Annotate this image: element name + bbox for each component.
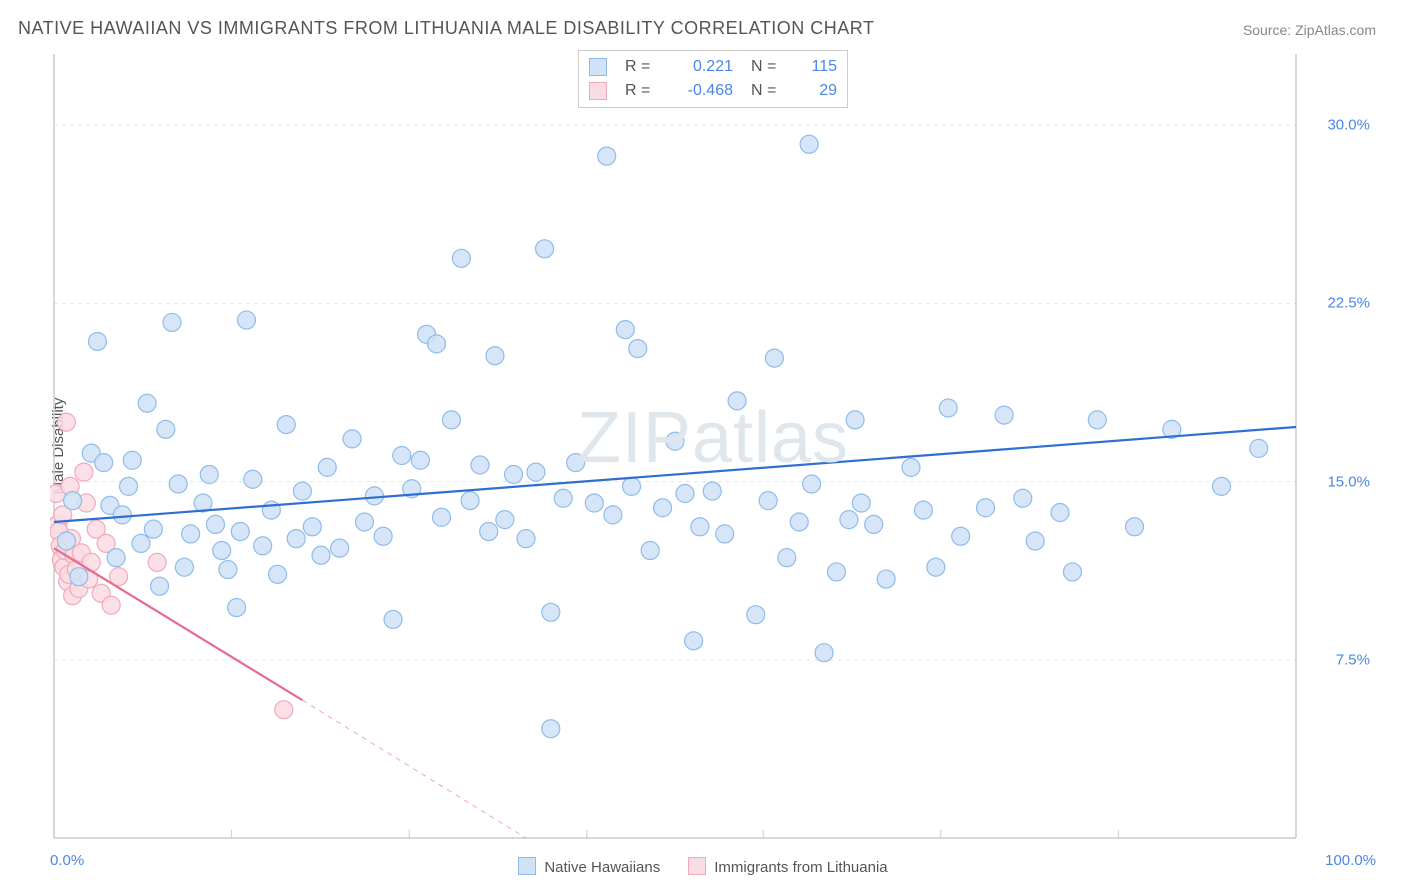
n-value-series-1: 115	[797, 55, 837, 79]
y-tick-label: 15.0%	[1327, 473, 1370, 490]
legend-label: Native Hawaiians	[544, 859, 660, 876]
plot-area: ZIPatlas R = 0.221 N = 115 R = -0.468 N …	[50, 50, 1376, 842]
source-credit: Source: ZipAtlas.com	[1243, 22, 1376, 38]
legend-label: Immigrants from Lithuania	[714, 859, 887, 876]
legend-swatch	[518, 857, 536, 875]
scatter-plot-svg	[50, 50, 1376, 842]
swatch-series-1	[589, 58, 607, 76]
n-equals-label: N =	[751, 55, 787, 79]
y-tick-label: 22.5%	[1327, 295, 1370, 312]
stats-row-series-2: R = -0.468 N = 29	[589, 79, 837, 103]
source-label: Source:	[1243, 22, 1295, 38]
chart-title: NATIVE HAWAIIAN VS IMMIGRANTS FROM LITHU…	[18, 18, 874, 39]
y-tick-label: 30.0%	[1327, 117, 1370, 134]
r-equals-label: R =	[625, 55, 659, 79]
n-value-series-2: 29	[797, 79, 837, 103]
stats-legend-box: R = 0.221 N = 115 R = -0.468 N = 29	[578, 50, 848, 108]
bottom-legend: Native Hawaiians Immigrants from Lithuani…	[0, 857, 1406, 876]
y-tick-label: 7.5%	[1336, 651, 1370, 668]
r-value-series-1: 0.221	[669, 55, 733, 79]
stats-row-series-1: R = 0.221 N = 115	[589, 55, 837, 79]
n-equals-label: N =	[751, 79, 787, 103]
legend-item: Native Hawaiians	[518, 857, 660, 876]
swatch-series-2	[589, 82, 607, 100]
source-value: ZipAtlas.com	[1295, 22, 1376, 38]
r-equals-label: R =	[625, 79, 659, 103]
legend-swatch	[688, 857, 706, 875]
legend-item: Immigrants from Lithuania	[688, 857, 887, 876]
r-value-series-2: -0.468	[669, 79, 733, 103]
